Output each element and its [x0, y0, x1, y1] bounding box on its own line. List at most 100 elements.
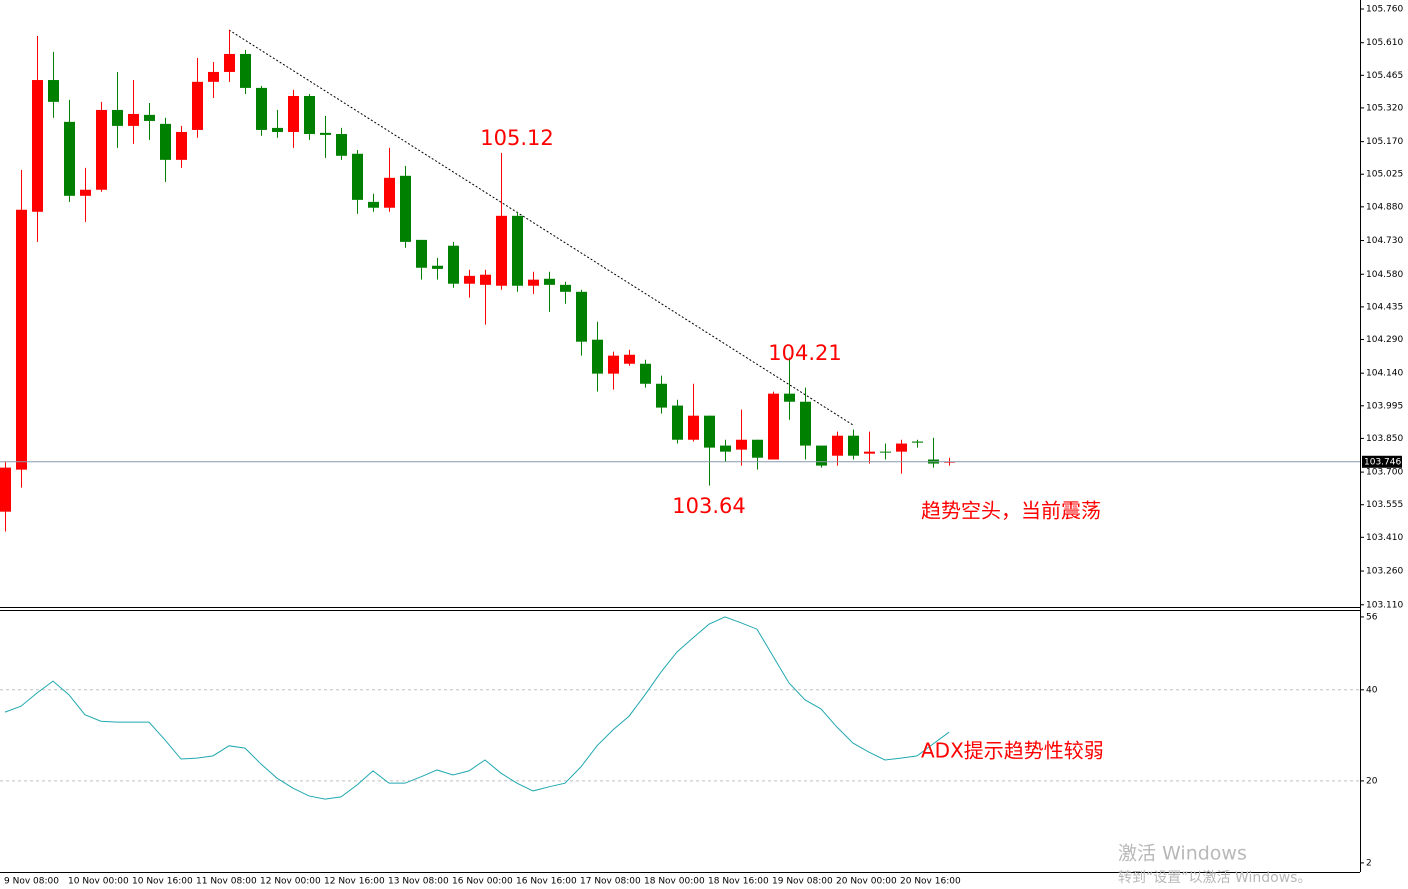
x-tick-label: 16 Nov 16:00 [516, 877, 577, 887]
y-tick-label: 105.320 [1366, 103, 1403, 113]
candle-body [352, 153, 363, 200]
x-tick-label: 18 Nov 00:00 [644, 877, 705, 887]
last-price-label: 103.746 [1364, 457, 1401, 467]
candle-body [336, 133, 347, 156]
y-tick-label: 104.140 [1366, 369, 1403, 379]
candle-body [16, 209, 27, 470]
y-tick-label: 104.580 [1366, 270, 1403, 280]
candle-body [576, 291, 587, 342]
y-tick-label: 103.995 [1366, 401, 1403, 411]
candle-body [528, 279, 539, 286]
candle-body [416, 239, 427, 268]
y-tick-label: 104.435 [1366, 302, 1403, 312]
candle-body [560, 284, 571, 292]
candle-body [848, 435, 859, 456]
plot: 105.760 105.610 105.465 105.320 105.170 105.0… [0, 4, 1403, 887]
candle-body [224, 53, 235, 72]
x-tick-label: 10 Nov 00:00 [68, 877, 129, 887]
x-tick-label: 17 Nov 08:00 [580, 877, 641, 887]
candle-body [288, 95, 299, 132]
annotation: 103.64 [672, 494, 745, 518]
candle-body [640, 363, 651, 384]
y-tick-label: 104.290 [1366, 335, 1403, 345]
candle-body [592, 339, 603, 374]
candle-body [80, 189, 91, 196]
watermark-title: 激活 Windows [1118, 843, 1247, 865]
y-tick-label: 40 [1366, 685, 1378, 695]
x-tick-label: 12 Nov 16:00 [324, 877, 385, 887]
y-tick-label: 105.170 [1366, 137, 1403, 147]
candle-body [64, 121, 75, 196]
candle-body [800, 401, 811, 446]
y-tick-label: 103.260 [1366, 567, 1403, 577]
candle-body [704, 415, 715, 448]
candle-body [192, 81, 203, 130]
candle-body [144, 114, 155, 121]
x-tick-label: 18 Nov 16:00 [708, 877, 769, 887]
y-tick-label: 103.410 [1366, 533, 1403, 543]
candle-body [512, 215, 523, 286]
y-tick-label: 105.610 [1366, 38, 1403, 48]
annotation: 趋势空头，当前震荡 [921, 499, 1101, 523]
x-tick-label: 20 Nov 00:00 [836, 877, 897, 887]
last-price-box [1362, 455, 1402, 468]
candle-body [384, 177, 395, 208]
candle-body [480, 274, 491, 285]
annotation: ADX提示趋势性较弱 [921, 739, 1104, 763]
candle-body [272, 127, 283, 132]
candle-body [784, 393, 795, 402]
y-tick-label: 103.850 [1366, 434, 1403, 444]
candle-body [896, 443, 907, 452]
candle-body [496, 215, 507, 286]
candle-body [736, 439, 747, 450]
candle-body [688, 415, 699, 440]
y-tick-label: 56 [1366, 612, 1378, 622]
candle-body [672, 405, 683, 440]
candle-body [320, 132, 331, 135]
candle-body [256, 87, 267, 130]
candle-body [304, 95, 315, 134]
y-tick-label: 105.025 [1366, 170, 1403, 180]
candle-body [176, 131, 187, 160]
y-tick-label: 105.760 [1366, 4, 1403, 14]
x-tick-label: 19 Nov 08:00 [772, 877, 833, 887]
adx-line [4, 616, 950, 800]
trend-line [228, 29, 854, 426]
candle-body [240, 53, 251, 88]
y-tick-label: 103.110 [1366, 600, 1403, 610]
candle-body [0, 467, 11, 512]
candle-body [432, 265, 443, 269]
candle-body [128, 113, 139, 126]
candle-body [864, 451, 875, 454]
x-tick-label: 16 Nov 00:00 [452, 877, 513, 887]
candle-body [464, 275, 475, 284]
candle-body [32, 80, 43, 212]
candle-body [816, 445, 827, 466]
x-tick-label: 20 Nov 16:00 [900, 877, 961, 887]
candle-body [96, 109, 107, 190]
candle-body [48, 80, 59, 102]
x-tick-label: 10 Nov 16:00 [132, 877, 193, 887]
candle-body [112, 109, 123, 126]
candle-body [832, 435, 843, 456]
candle-body [160, 123, 171, 160]
candle-body [544, 278, 555, 285]
candle-body [912, 441, 923, 443]
candle-body [880, 451, 891, 453]
candle-body [368, 201, 379, 208]
watermark-subtitle: 转到“设置”以激活 Windows。 [1118, 869, 1311, 886]
y-tick-label: 103.700 [1366, 468, 1403, 478]
y-tick-label: 2 [1366, 858, 1372, 868]
x-tick-label: 12 Nov 00:00 [260, 877, 321, 887]
x-tick-label: 11 Nov 08:00 [196, 877, 257, 887]
y-tick-label: 104.730 [1366, 236, 1403, 246]
candle-body [768, 393, 779, 460]
candle-body [448, 245, 459, 284]
candle-body [720, 445, 731, 452]
annotation: 104.21 [768, 341, 841, 365]
candle-body [208, 71, 219, 82]
candle-body [656, 383, 667, 408]
y-tick-label: 103.555 [1366, 500, 1403, 510]
y-tick-label: 20 [1366, 776, 1378, 786]
